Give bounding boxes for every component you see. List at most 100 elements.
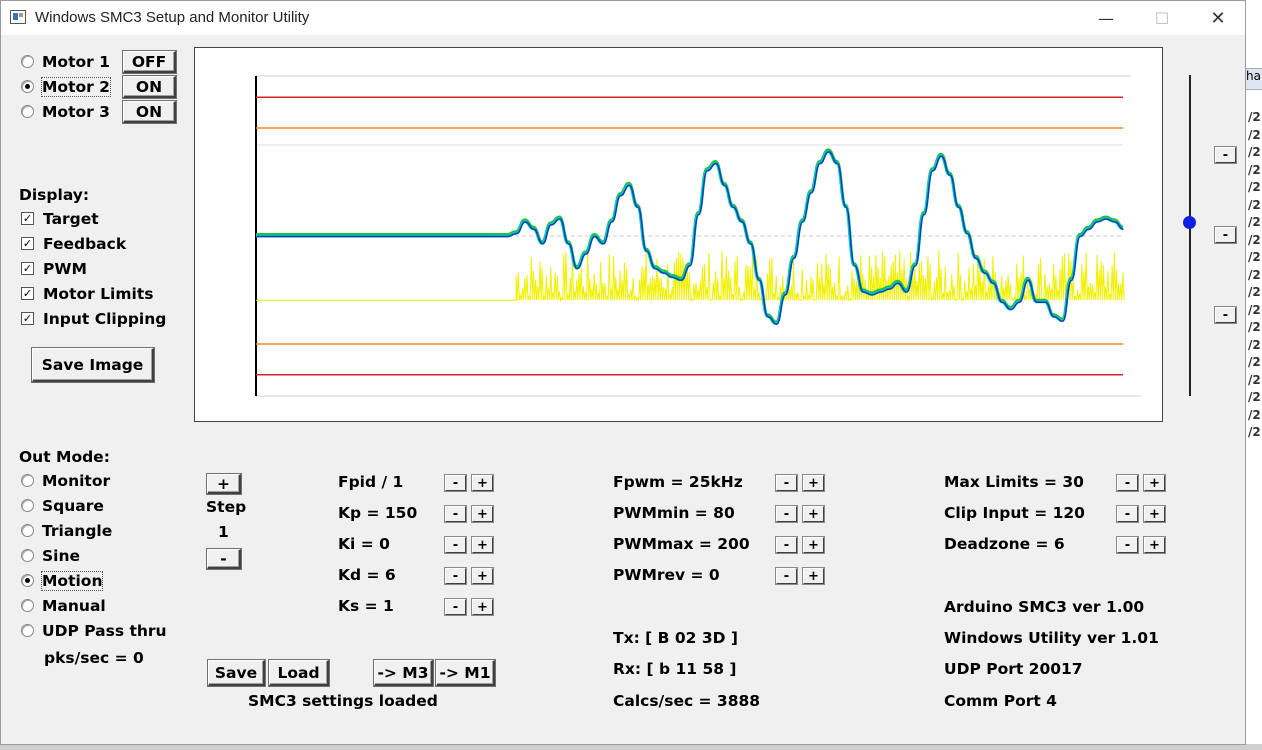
limit-label-1: Clip Input = 120	[944, 504, 1085, 522]
motor-2-radio[interactable]	[21, 80, 34, 93]
square-label: Square	[42, 497, 104, 515]
maximize-button[interactable]: ☐	[1154, 8, 1170, 28]
pid-label-4: Ks = 1	[338, 597, 394, 615]
sine-radio[interactable]	[21, 549, 34, 562]
scope-chart	[194, 47, 1163, 422]
limit-minus-button-2[interactable]: -	[1117, 537, 1138, 553]
background-cell: /2	[1248, 127, 1261, 142]
motion-radio[interactable]	[21, 574, 34, 587]
background-cell: /2	[1248, 197, 1261, 212]
pwm-plus-button-2[interactable]: +	[803, 537, 824, 553]
motion-label: Motion	[40, 571, 104, 591]
minimize-button[interactable]: —	[1098, 8, 1114, 28]
pwm-plus-button-1[interactable]: +	[803, 506, 824, 522]
background-cell: /2	[1248, 215, 1261, 229]
pid-label-0: Fpid / 1	[338, 473, 404, 491]
display-heading: Display:	[19, 186, 90, 204]
middle-minus-button[interactable]: -	[1215, 227, 1236, 243]
step-label: Step	[206, 498, 247, 516]
pid-plus-button-3[interactable]: +	[472, 568, 493, 584]
gain-slider-knob[interactable]	[1183, 216, 1196, 229]
pid-plus-button-1[interactable]: +	[472, 506, 493, 522]
pid-minus-button-4[interactable]: -	[445, 599, 466, 615]
monitor-radio[interactable]	[21, 474, 34, 487]
motor-1-toggle-button[interactable]: OFF	[123, 51, 176, 73]
limit-minus-button-0[interactable]: -	[1117, 475, 1138, 491]
limit-plus-button-2[interactable]: +	[1144, 537, 1165, 553]
title-bar[interactable]: Windows SMC3 Setup and Monitor Utility —…	[1, 1, 1245, 35]
target-checkbox[interactable]: ✓	[21, 212, 34, 225]
feedback-checkbox[interactable]: ✓	[21, 237, 34, 250]
target-label: Target	[43, 210, 99, 228]
step-value: 1	[218, 523, 229, 541]
utility-version: Windows Utility ver 1.01	[944, 629, 1159, 647]
tx-readout: Tx: [ B 02 3D ]	[613, 629, 738, 647]
manual-radio[interactable]	[21, 599, 34, 612]
udp-pass-thru-label: UDP Pass thru	[42, 622, 167, 640]
monitor-label: Monitor	[42, 472, 111, 490]
limit-minus-button-1[interactable]: -	[1117, 506, 1138, 522]
upper-minus-button[interactable]: -	[1215, 147, 1236, 163]
udp-port: UDP Port 20017	[944, 660, 1083, 678]
copy-to-m3-button[interactable]: -> M3	[374, 660, 433, 686]
background-cell: /2	[1248, 250, 1261, 264]
save-settings-button[interactable]: Save	[208, 660, 265, 686]
limit-label-2: Deadzone = 6	[944, 535, 1065, 553]
step-minus-button[interactable]: -	[207, 549, 241, 569]
background-cell: /2	[1248, 180, 1261, 194]
pid-minus-button-3[interactable]: -	[445, 568, 466, 584]
limit-plus-button-1[interactable]: +	[1144, 506, 1165, 522]
pid-minus-button-1[interactable]: -	[445, 506, 466, 522]
save-image-button[interactable]: Save Image	[32, 348, 154, 382]
calcs-readout: Calcs/sec = 3888	[613, 692, 761, 710]
pwm-trace	[256, 251, 1125, 303]
rx-readout: Rx: [ b 11 58 ]	[613, 660, 737, 678]
triangle-radio[interactable]	[21, 524, 34, 537]
pwm-label-3: PWMrev = 0	[613, 566, 720, 584]
sine-label: Sine	[42, 547, 81, 565]
pwm-plus-button-3[interactable]: +	[803, 568, 824, 584]
pid-plus-button-0[interactable]: +	[472, 475, 493, 491]
manual-label: Manual	[42, 597, 106, 615]
window-title: Windows SMC3 Setup and Monitor Utility	[35, 9, 310, 26]
pid-plus-button-2[interactable]: +	[472, 537, 493, 553]
pid-minus-button-2[interactable]: -	[445, 537, 466, 553]
gain-slider-track[interactable]	[1189, 75, 1191, 396]
feedback-label: Feedback	[43, 235, 127, 253]
motor-3-toggle-button[interactable]: ON	[123, 101, 176, 123]
square-radio[interactable]	[21, 499, 34, 512]
motor-3-radio[interactable]	[21, 105, 34, 118]
background-window-header: ha	[1246, 68, 1262, 90]
pwm-checkbox[interactable]: ✓	[21, 262, 34, 275]
load-settings-button[interactable]: Load	[269, 660, 329, 686]
pid-plus-button-4[interactable]: +	[472, 599, 493, 615]
pwm-minus-button-2[interactable]: -	[776, 537, 797, 553]
step-plus-button[interactable]: +	[207, 474, 241, 494]
pwm-plus-button-0[interactable]: +	[803, 475, 824, 491]
background-cell: /2	[1248, 425, 1261, 439]
pid-minus-button-0[interactable]: -	[445, 475, 466, 491]
settings-status: SMC3 settings loaded	[248, 692, 438, 710]
feedback-halo	[256, 149, 1124, 326]
limit-plus-button-0[interactable]: +	[1144, 475, 1165, 491]
motor-limits-checkbox[interactable]: ✓	[21, 287, 34, 300]
background-cell: /2	[1248, 162, 1261, 177]
pwm-minus-button-0[interactable]: -	[776, 475, 797, 491]
motor-limits-label: Motor Limits	[43, 285, 154, 303]
pwm-minus-button-3[interactable]: -	[776, 568, 797, 584]
pwm-minus-button-1[interactable]: -	[776, 506, 797, 522]
motor-2-toggle-button[interactable]: ON	[123, 76, 176, 98]
background-cell: /2	[1248, 320, 1261, 334]
input-clipping-checkbox[interactable]: ✓	[21, 312, 34, 325]
copy-to-m1-button[interactable]: -> M1	[436, 660, 495, 686]
background-window-bottom	[0, 744, 1262, 750]
udp-pass-thru-radio[interactable]	[21, 624, 34, 637]
background-cell: /2	[1248, 372, 1261, 387]
close-button[interactable]: ✕	[1210, 7, 1226, 29]
comm-port: Comm Port 4	[944, 692, 1057, 710]
lower-minus-button[interactable]: -	[1215, 307, 1236, 323]
pwm-label-0: Fpwm = 25kHz	[613, 473, 743, 491]
motor-1-label: Motor 1	[42, 53, 110, 71]
motor-1-radio[interactable]	[21, 55, 34, 68]
